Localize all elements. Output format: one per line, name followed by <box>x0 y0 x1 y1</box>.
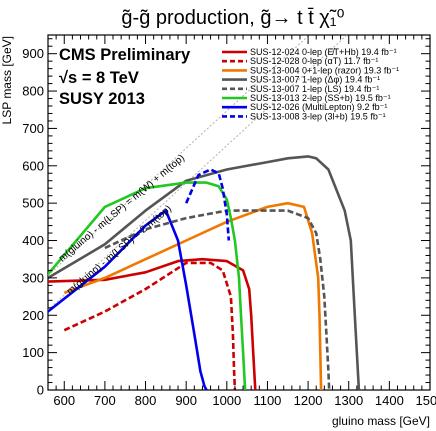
legend-entry: SUS-12-026 (MultiLepton) 9.2 fb⁻¹ <box>250 102 387 112</box>
y-axis-title: LSP mass [GeV] <box>0 36 14 124</box>
x-tick-label: 1400 <box>375 393 404 408</box>
series-line-6 <box>48 181 247 390</box>
y-tick-label: 200 <box>22 308 44 323</box>
legend-entry: SUS-12-028 0-lep (αT) 11.7 fb⁻¹ <box>250 56 378 66</box>
y-tick-label: 100 <box>22 345 44 360</box>
y-tick-label: 600 <box>22 158 44 173</box>
x-tick-label: 1300 <box>334 393 363 408</box>
diagonal-lines <box>47 34 348 311</box>
series-line-5 <box>104 209 331 390</box>
legend: SUS-12-024 0-lep (E̸T+Hb) 19.4 fb⁻¹SUS-1… <box>222 47 399 121</box>
legend-entry: SUS-12-024 0-lep (E̸T+Hb) 19.4 fb⁻¹ <box>250 47 397 57</box>
exclusion-curves <box>48 155 361 390</box>
x-tick-label: 800 <box>135 393 157 408</box>
chart-title: g̃-g̃ production, g̃→ t t̄ χ̃₁⁰ <box>121 7 344 29</box>
series-line-7 <box>48 209 208 390</box>
series-line-8 <box>185 168 231 241</box>
y-tick-label: 0 <box>37 383 44 398</box>
legend-entry: SUS-13-007 1-lep (Δφ) 19.4 fb⁻¹ <box>250 75 380 85</box>
x-tick-label: 1100 <box>253 393 281 408</box>
y-tick-label: 300 <box>22 270 44 285</box>
energy-label: √s = 8 TeV <box>59 69 139 87</box>
y-tick-label: 800 <box>22 84 44 99</box>
x-tick-label: 1200 <box>294 393 323 408</box>
x-axis-title: gluino mass [GeV] <box>332 414 430 428</box>
conference-label: SUSY 2013 <box>59 90 145 108</box>
legend-entry: SUS-13-007 1-lep (LS) 19.4 fb⁻¹ <box>250 84 379 94</box>
x-tick-label: 700 <box>94 393 116 408</box>
diagonal-line-1 <box>47 34 310 276</box>
plot-frame <box>47 34 431 391</box>
series-line-4 <box>48 155 361 390</box>
legend-entry: SUS-13-008 3-lep (3l+b) 19.5 fb⁻¹ <box>250 111 386 121</box>
y-tick-label: 500 <box>22 196 44 211</box>
legend-entry: SUS-13-004 0+1-lep (razor) 19.3 fb⁻¹ <box>250 65 399 75</box>
experiment-label: CMS Preliminary <box>59 46 191 64</box>
x-tick-label: 1000 <box>212 393 241 408</box>
y-tick-label: 900 <box>22 46 44 61</box>
x-tick-label: 600 <box>53 393 75 408</box>
series-line-1 <box>48 257 257 390</box>
series-line-2 <box>63 261 237 390</box>
y-tick-label: 400 <box>22 233 44 248</box>
series-line-3 <box>63 201 323 390</box>
legend-entry: SUS-13-013 2-lep (SS+b) 19.5 fb⁻¹ <box>250 93 391 103</box>
y-tick-label: 700 <box>22 121 44 136</box>
x-tick-label: 900 <box>175 393 197 408</box>
